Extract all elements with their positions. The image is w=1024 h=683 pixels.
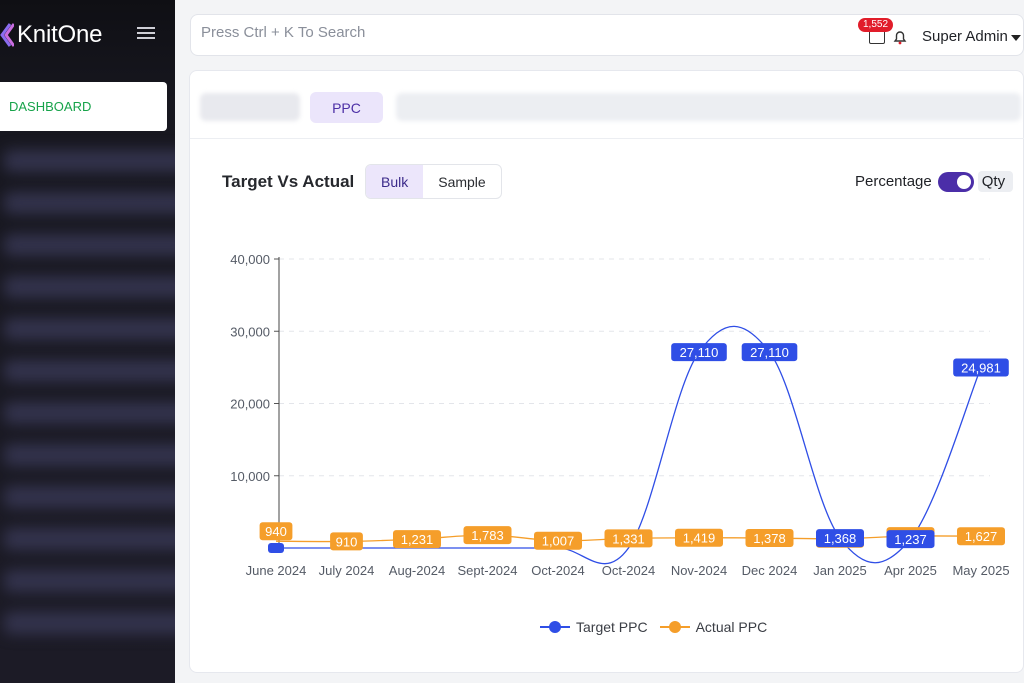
x-tick-label: Aug-2024 [389, 563, 445, 578]
y-tick-label: 10,000 [230, 469, 270, 484]
legend-swatch-target [540, 621, 570, 633]
knitone-logo-icon [0, 22, 14, 48]
data-label-target: 27,110 [750, 345, 789, 360]
search-input[interactable] [201, 24, 801, 41]
data-label-bg-actual [393, 530, 441, 549]
x-tick-label: Jan 2025 [813, 563, 867, 578]
segment-sample[interactable]: Sample [438, 173, 486, 190]
data-label-bg-target [671, 343, 727, 362]
data-label-bg-actual [330, 532, 363, 551]
bell-icon[interactable] [892, 29, 908, 50]
bulk-sample-toggle: Bulk Sample [365, 164, 502, 199]
tab-blurred-group[interactable] [396, 93, 1021, 121]
series-line-target [276, 325, 982, 565]
legend-swatch-actual [659, 621, 690, 633]
data-label-actual: 910 [336, 534, 358, 549]
sidebar-item-dashboard[interactable]: DASHBOARD [0, 82, 167, 131]
y-tick-label: 40,000 [230, 252, 270, 267]
legend-actual[interactable]: Actual PPC [659, 619, 768, 635]
x-tick-label: Sept-2024 [458, 563, 518, 578]
chevron-down-icon[interactable] [1011, 35, 1021, 41]
data-label-actual: 1,231 [401, 532, 434, 547]
data-label-actual: 1,331 [612, 531, 645, 546]
data-label-bg-actual [463, 526, 512, 545]
data-label-actual: 1,378 [753, 531, 786, 546]
tab-blurred[interactable] [200, 93, 300, 121]
notification-badge: 1,552 [858, 18, 894, 32]
x-tick-label: Oct-2024 [531, 563, 584, 578]
x-tick-label: June 2024 [246, 563, 307, 578]
target-vs-actual-chart: 10,000 20,000 30,000 40,000 June 2024 July 20… [230, 252, 1009, 578]
chart-title: Target Vs Actual [222, 172, 355, 191]
sidebar: KnitOne DASHBOARD [0, 0, 175, 683]
chart-legend: Target PPC Actual PPC [540, 619, 779, 635]
y-tick-label: 20,000 [230, 397, 270, 412]
percentage-qty-toggle: Percentage Qty [855, 171, 1014, 192]
data-label-target: 27,110 [680, 345, 719, 360]
x-tick-label: Nov-2024 [671, 563, 727, 578]
data-label-actual: 1,007 [542, 534, 575, 549]
user-menu[interactable]: Super Admin [922, 28, 1008, 45]
legend-label-actual: Actual PPC [695, 619, 768, 635]
tab-ppc[interactable]: PPC [310, 92, 383, 123]
legend-label-target: Target PPC [576, 619, 648, 635]
brand[interactable]: KnitOne [0, 16, 103, 54]
data-label-target: 1,368 [824, 531, 857, 546]
brand-name: KnitOne [17, 21, 103, 48]
data-label-bg-target [886, 530, 935, 549]
toggle-label-qty: Qty [977, 171, 1014, 192]
data-label-bg-target [816, 529, 864, 548]
x-tick-label: Dec 2024 [742, 563, 798, 578]
legend-target[interactable]: Target PPC [540, 619, 648, 635]
data-label-bg-actual [604, 529, 653, 548]
tabs-row: PPC [190, 71, 1024, 139]
toggle-switch[interactable] [937, 171, 974, 192]
toggle-label-percentage: Percentage [855, 173, 932, 190]
data-label-actual: 1,783 [471, 528, 504, 543]
sidebar-blurred-items [0, 150, 175, 670]
y-tick-label: 30,000 [230, 324, 270, 339]
dashboard-card: PPC Target Vs Actual Bulk Sample Percent… [189, 70, 1024, 673]
data-label-bg-actual [675, 528, 723, 547]
data-label-actual: 1,627 [965, 529, 998, 544]
data-label-bg-target [741, 343, 798, 362]
data-label-bg-target [953, 358, 1009, 377]
x-tick-label: Oct-2024 [602, 563, 655, 578]
x-tick-label: Apr 2025 [884, 563, 937, 578]
data-label-target: 1,237 [894, 532, 927, 547]
data-label-bg-actual [534, 531, 582, 550]
data-label-actual: 1,419 [683, 531, 716, 546]
top-bar: 1,552 Super Admin [190, 14, 1024, 56]
data-label-bg-actual [259, 522, 293, 541]
sidebar-item-label: DASHBOARD [9, 99, 92, 114]
data-label-bg-actual [957, 527, 1005, 546]
data-label-actual: 940 [265, 524, 287, 539]
segment-bulk[interactable]: Bulk [366, 165, 424, 198]
x-tick-label: May 2025 [952, 563, 1009, 578]
data-label-bg-actual [745, 529, 794, 548]
menu-toggle-icon[interactable] [137, 27, 155, 41]
data-point-target [268, 543, 284, 553]
x-tick-label: July 2024 [319, 563, 375, 578]
data-label-target: 24,981 [961, 361, 1001, 376]
